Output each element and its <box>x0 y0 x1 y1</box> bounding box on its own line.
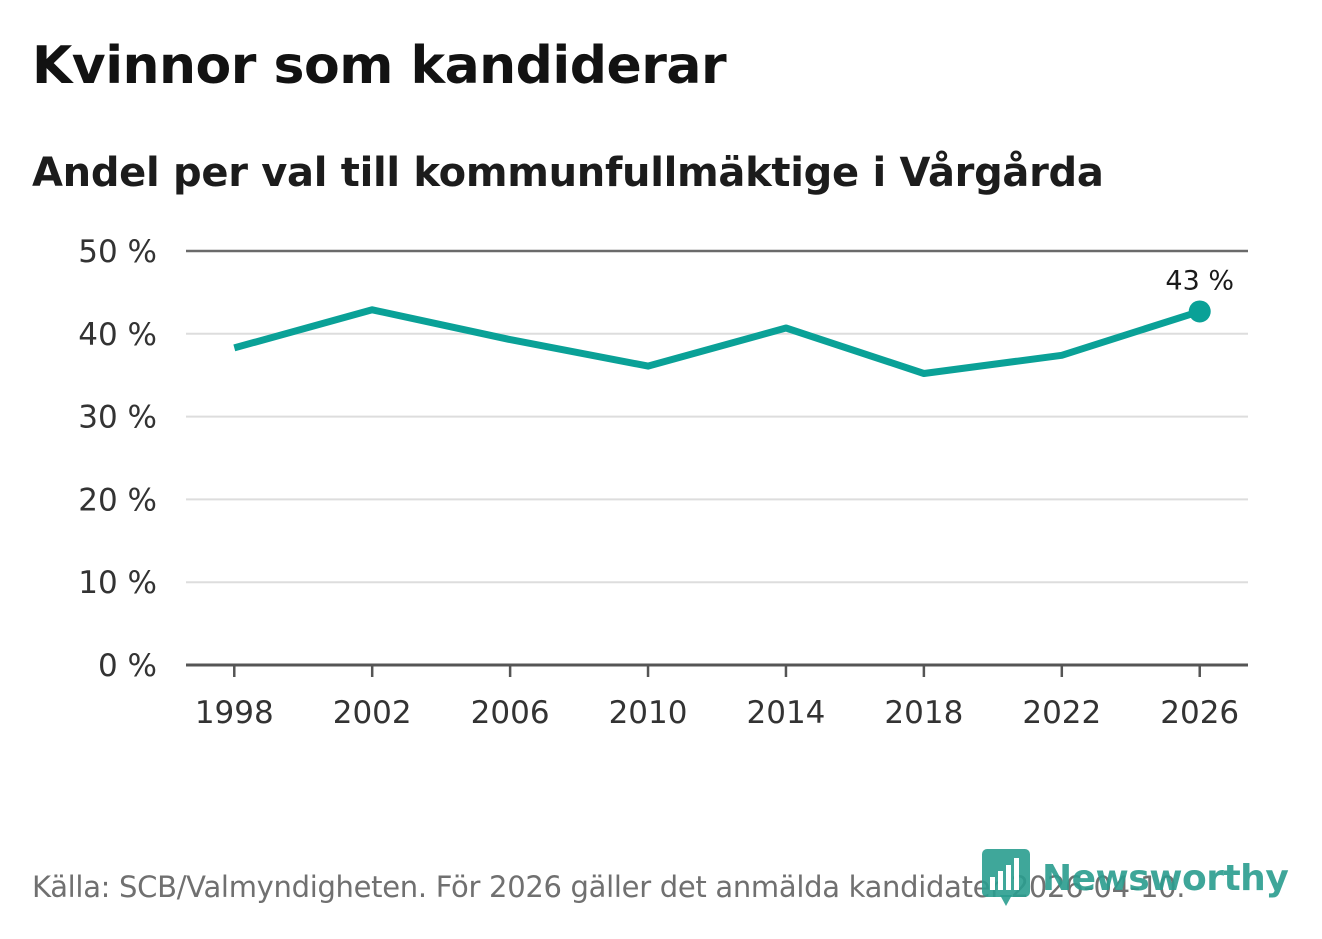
line-chart: 0 % 10 % 20 % 30 % 40 % 50 % 1998 2002 2006 2010 2… <box>78 234 1248 731</box>
x-tick-label: 2006 <box>471 695 550 731</box>
end-value-label: 43 % <box>1165 265 1234 296</box>
brand-logo: Newsworthy <box>982 846 1289 910</box>
x-tick-label: 2002 <box>333 695 412 731</box>
x-tick-label: 2026 <box>1160 695 1239 731</box>
end-point-marker <box>1188 300 1211 323</box>
newsworthy-logo-icon <box>982 849 1030 906</box>
y-tick-label: 20 % <box>78 482 157 518</box>
x-tick-label: 2018 <box>884 695 963 731</box>
y-tick-label: 0 % <box>98 648 157 684</box>
brand-name: Newsworthy <box>1042 857 1289 899</box>
y-tick-label: 30 % <box>78 400 157 436</box>
y-tick-label: 50 % <box>78 234 157 270</box>
chart-subtitle: Andel per val till kommunfullmäktige i V… <box>32 150 1104 196</box>
x-tick-label: 2022 <box>1022 695 1101 731</box>
x-tick-label: 2014 <box>747 695 826 731</box>
chart-title: Kvinnor som kandiderar <box>32 36 727 96</box>
y-tick-label: 40 % <box>78 317 157 353</box>
x-tick-label: 1998 <box>195 695 274 731</box>
series-line-0 <box>233 306 1201 377</box>
x-tick-label: 2010 <box>609 695 688 731</box>
y-tick-label: 10 % <box>78 565 157 601</box>
